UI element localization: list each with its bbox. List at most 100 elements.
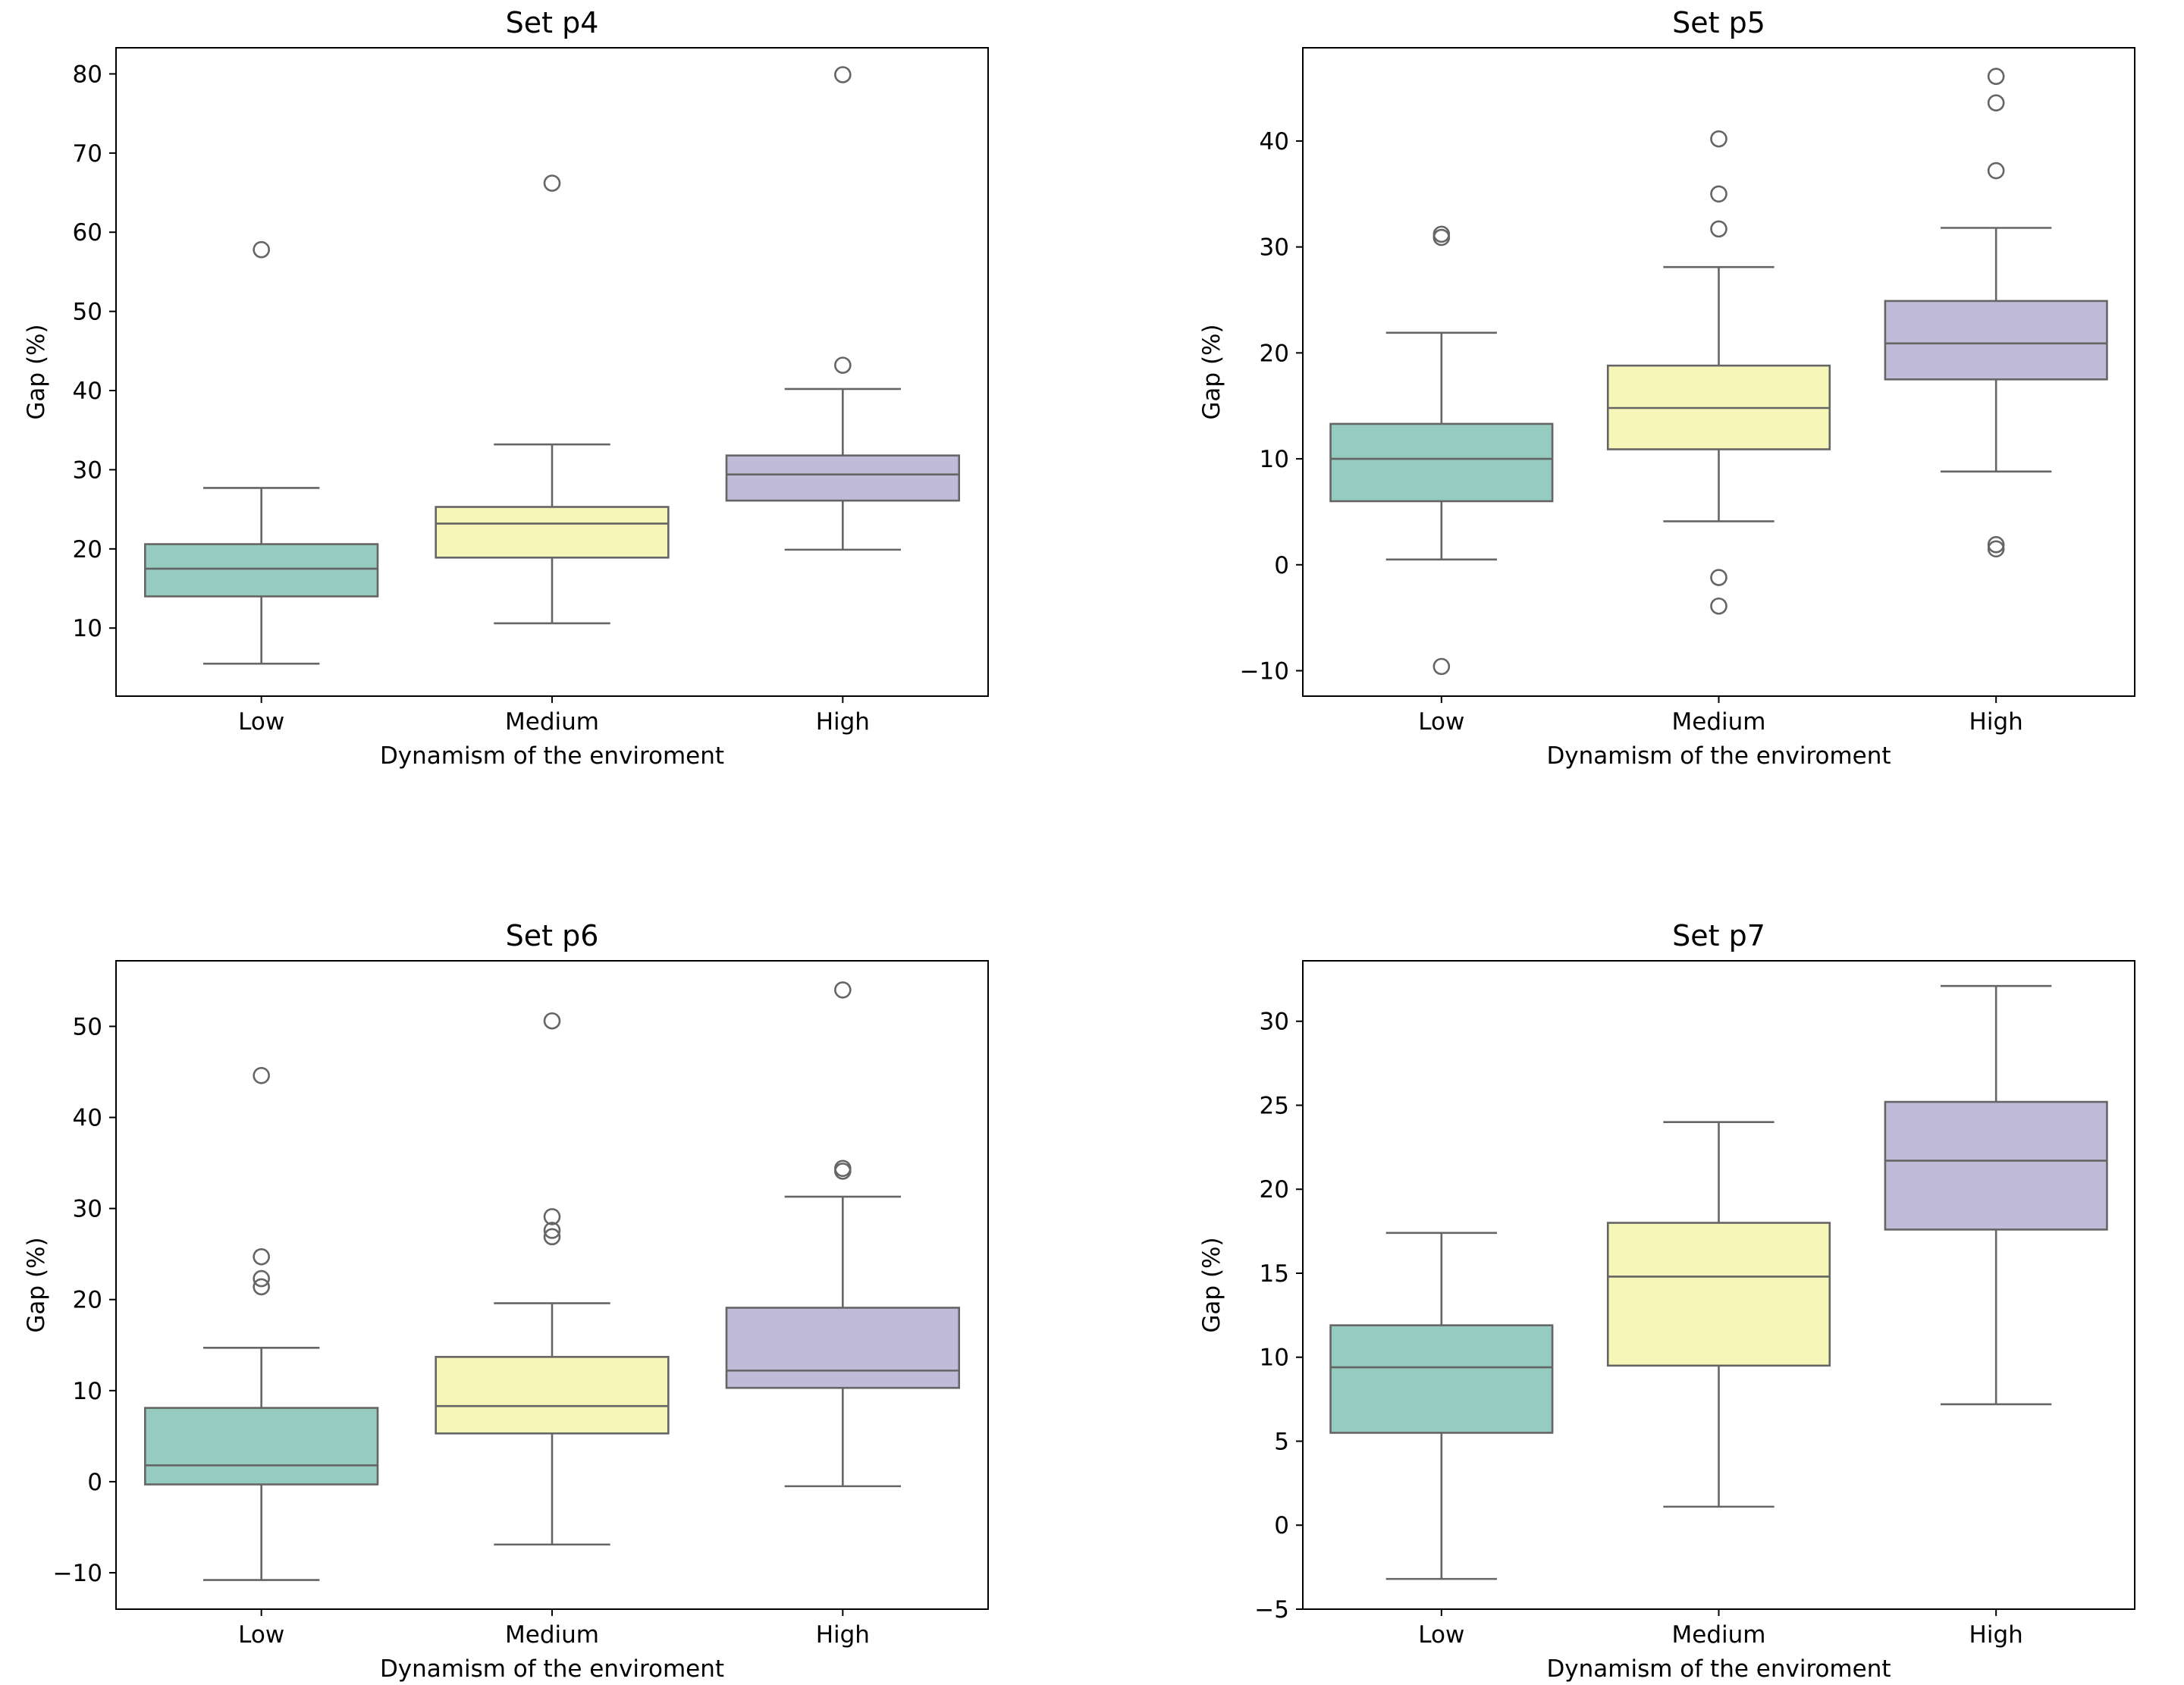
y-tick-label: 0 (1274, 1512, 1289, 1539)
x-tick-label: High (1969, 708, 2023, 736)
x-axis-label: Dynamism of the enviroment (1546, 1655, 1891, 1683)
box-iqr (1329, 422, 1554, 503)
outlier-point (1987, 94, 2005, 111)
y-axis-label: Gap (%) (23, 324, 50, 419)
box-high (725, 66, 960, 551)
y-axis-label: Gap (%) (23, 1237, 50, 1332)
outlier-point (543, 174, 561, 192)
outlier-point (1710, 569, 1727, 586)
outlier-point (1987, 67, 2005, 86)
outlier-point (834, 66, 852, 83)
box-iqr (144, 543, 379, 598)
x-tick-label: High (816, 708, 870, 736)
y-tick-label: −5 (1254, 1596, 1289, 1624)
y-tick-label: 30 (73, 1196, 102, 1223)
chart-panel-3: Set p6 −10 0 10 20 30 40 50 Gap (%) Low Medium High… (23, 919, 989, 1683)
outlier-point (834, 356, 852, 374)
outlier-point (253, 240, 270, 259)
outlier-point (253, 1278, 270, 1296)
chart-title: Set p7 (1672, 919, 1765, 952)
y-tick-label: 5 (1274, 1428, 1289, 1455)
y-tick-label: −10 (1240, 657, 1289, 685)
y-axis-label: Gap (%) (1198, 1237, 1225, 1332)
x-tick-label: Medium (1672, 708, 1766, 736)
box-iqr (1884, 1100, 2108, 1231)
x-tick-label: Medium (1672, 1621, 1766, 1649)
x-tick-label: High (1969, 1621, 2023, 1649)
y-tick-label: 50 (73, 299, 102, 326)
box-high (725, 981, 960, 1488)
box-medium (435, 1012, 670, 1546)
plot-frame (115, 960, 989, 1610)
chart-title: Set p4 (506, 6, 599, 39)
box-low (144, 240, 379, 665)
outlier-point (543, 1208, 561, 1225)
y-tick-label: 20 (1260, 1176, 1289, 1203)
box-high (1884, 984, 2108, 1406)
outlier-point (1987, 162, 2005, 180)
y-tick-label: 10 (1260, 446, 1289, 473)
outlier-point (253, 1269, 270, 1288)
y-tick-label: 0 (87, 1469, 102, 1496)
y-tick-label: 40 (73, 1105, 102, 1132)
plot-frame (115, 47, 989, 697)
box-iqr (1606, 1222, 1831, 1367)
chart-panel-2: Set p5 −10 0 10 20 30 40 Gap (%) Low Medium High Dy… (1198, 6, 2135, 770)
box-iqr (1884, 300, 2108, 381)
x-tick-label: Medium (505, 1621, 599, 1649)
y-tick-label: 40 (73, 378, 102, 405)
box-iqr (725, 1307, 960, 1389)
box-iqr (144, 1407, 379, 1486)
box-iqr (725, 454, 960, 502)
y-tick-label: 60 (73, 219, 102, 246)
plot-frame (1302, 47, 2135, 697)
chart-panel-1: Set p4 10 20 30 40 50 60 70 80 Gap (%) Low Medium Hi… (23, 6, 989, 770)
outlier-point (834, 981, 852, 999)
x-axis-label: Dynamism of the enviroment (380, 1655, 724, 1683)
outlier-point (1710, 185, 1727, 203)
outlier-point (253, 1067, 270, 1084)
box-iqr (435, 1356, 670, 1435)
x-tick-label: Low (1418, 708, 1464, 736)
box-iqr (435, 506, 670, 559)
outlier-point (1710, 130, 1727, 148)
outlier-point (834, 1159, 852, 1178)
outlier-point (543, 1222, 561, 1239)
y-tick-label: −10 (53, 1560, 102, 1587)
y-tick-label: 25 (1260, 1092, 1289, 1119)
y-tick-label: 10 (73, 615, 102, 642)
box-high (1884, 67, 2108, 558)
y-tick-label: 50 (73, 1013, 102, 1040)
x-axis-label: Dynamism of the enviroment (1546, 742, 1891, 770)
box-medium (435, 174, 670, 625)
y-tick-label: 10 (73, 1378, 102, 1405)
y-tick-label: 30 (1260, 234, 1289, 262)
y-tick-label: 40 (1260, 128, 1289, 155)
y-tick-label: 30 (73, 457, 102, 484)
y-tick-label: 30 (1260, 1009, 1289, 1036)
chart-title: Set p6 (506, 919, 599, 952)
y-tick-label: 10 (1260, 1345, 1289, 1372)
y-tick-label: 15 (1260, 1260, 1289, 1288)
y-tick-label: 0 (1274, 552, 1289, 579)
outlier-point (1987, 540, 2005, 558)
x-tick-label: Low (238, 708, 284, 736)
chart-title: Set p5 (1672, 6, 1765, 39)
x-axis-label: Dynamism of the enviroment (380, 742, 724, 770)
x-tick-label: Low (238, 1621, 284, 1649)
y-tick-label: 20 (73, 536, 102, 563)
x-tick-label: High (816, 1621, 870, 1649)
box-low (144, 1067, 379, 1581)
box-iqr (1329, 1324, 1554, 1434)
box-medium (1606, 130, 1831, 615)
outlier-point (1432, 657, 1451, 676)
box-low (1329, 1232, 1554, 1580)
outlier-point (1432, 225, 1451, 243)
y-axis-label: Gap (%) (1198, 324, 1225, 419)
outlier-point (543, 1228, 561, 1246)
y-tick-label: 20 (1260, 340, 1289, 367)
x-tick-label: Low (1418, 1621, 1464, 1649)
y-tick-label: 20 (73, 1287, 102, 1314)
outlier-point (1987, 535, 2005, 554)
